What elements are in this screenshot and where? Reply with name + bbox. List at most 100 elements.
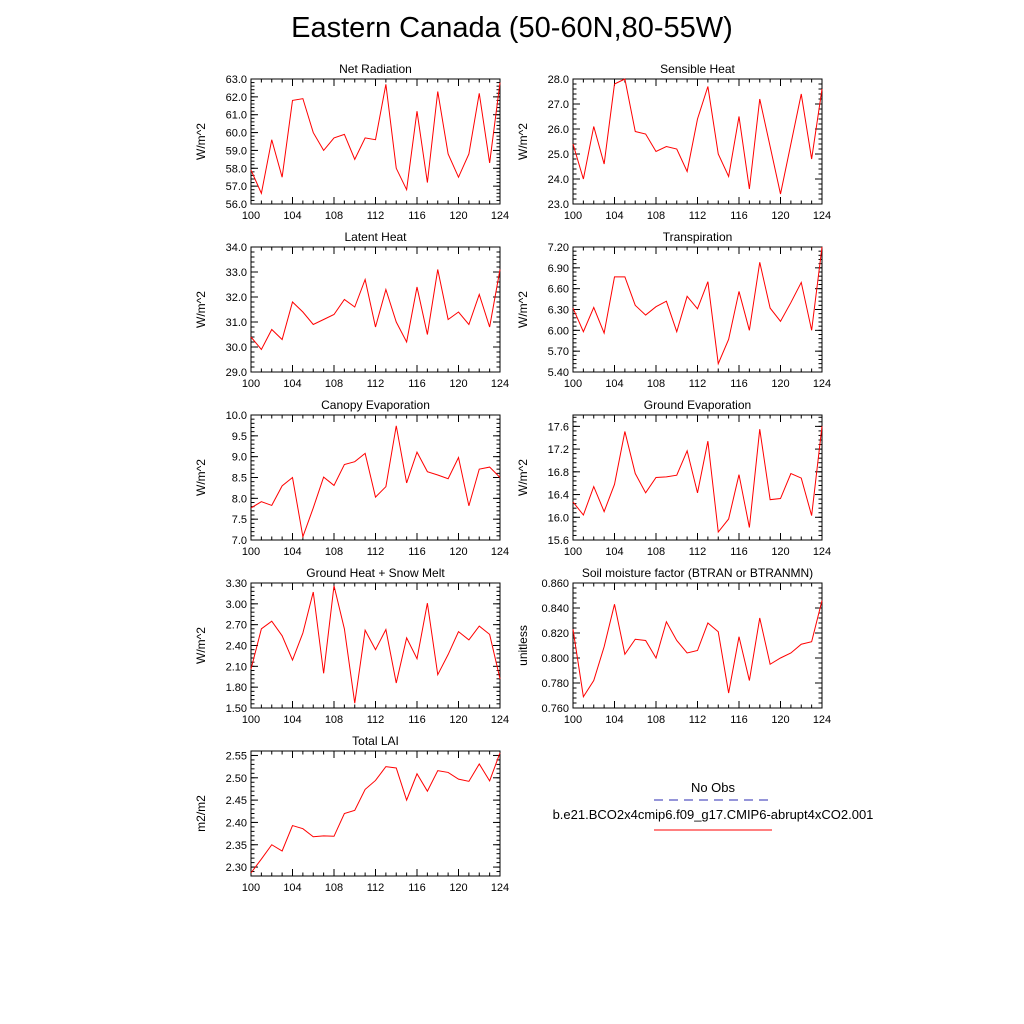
y-axis-label: W/m^2	[194, 459, 208, 496]
x-tick-label: 108	[325, 378, 343, 390]
x-tick-label: 108	[325, 546, 343, 558]
chart-panel-8: Soil moisture factor (BTRAN or BTRANMN) u…	[516, 566, 831, 726]
plot-frame	[250, 78, 501, 205]
x-tick-label: 124	[491, 714, 509, 726]
y-tick-label: 2.10	[226, 661, 247, 673]
y-tick-label: 60.0	[226, 128, 247, 140]
y-tick-label: 2.40	[226, 817, 247, 829]
chart-title: Sensible Heat	[660, 62, 735, 76]
plot-frame	[572, 582, 823, 709]
x-tick-label: 116	[408, 882, 426, 894]
y-tick-label: 30.0	[226, 342, 247, 354]
y-tick-label: 23.0	[548, 199, 569, 211]
x-tick-label: 104	[283, 714, 301, 726]
y-tick-label: 0.840	[541, 603, 569, 615]
y-tick-label: 57.0	[226, 181, 247, 193]
y-tick-label: 5.40	[548, 367, 569, 379]
y-tick-label: 56.0	[226, 199, 247, 211]
y-tick-label: 7.5	[232, 514, 247, 526]
series-line-1	[250, 269, 501, 351]
y-tick-label: 7.20	[548, 242, 569, 254]
series-line-1	[572, 246, 823, 366]
x-tick-label: 112	[689, 378, 707, 390]
x-tick-label: 112	[367, 546, 385, 558]
x-tick-label: 104	[605, 714, 623, 726]
y-tick-label: 2.40	[226, 641, 247, 653]
y-axis-label: W/m^2	[516, 291, 530, 328]
x-tick-label: 112	[689, 714, 707, 726]
x-tick-label: 124	[813, 546, 831, 558]
y-tick-label: 28.0	[548, 74, 569, 86]
x-tick-label: 120	[449, 378, 467, 390]
x-tick-label: 104	[605, 210, 623, 222]
chart-title: Total LAI	[352, 734, 399, 748]
y-tick-label: 16.8	[548, 467, 569, 479]
chart-title: Ground Evaporation	[644, 398, 751, 412]
chart-title: Canopy Evaporation	[321, 398, 430, 412]
x-tick-label: 120	[449, 210, 467, 222]
x-tick-label: 112	[367, 882, 385, 894]
y-tick-label: 8.5	[232, 473, 247, 485]
x-tick-label: 124	[813, 378, 831, 390]
x-tick-label: 100	[242, 714, 260, 726]
x-tick-label: 124	[813, 714, 831, 726]
y-tick-label: 9.0	[232, 452, 247, 464]
y-tick-label: 2.30	[226, 862, 247, 874]
y-tick-label: 2.70	[226, 620, 247, 632]
y-tick-label: 10.0	[226, 410, 247, 422]
y-tick-label: 7.0	[232, 535, 247, 547]
x-tick-label: 100	[242, 546, 260, 558]
x-tick-label: 124	[491, 210, 509, 222]
y-tick-label: 0.820	[541, 628, 569, 640]
y-tick-label: 9.5	[232, 431, 247, 443]
x-tick-label: 116	[730, 210, 748, 222]
x-tick-label: 108	[325, 714, 343, 726]
x-tick-label: 116	[730, 546, 748, 558]
x-tick-label: 108	[325, 882, 343, 894]
x-tick-label: 120	[449, 714, 467, 726]
y-tick-label: 61.0	[226, 110, 247, 122]
x-tick-label: 124	[491, 546, 509, 558]
x-tick-label: 116	[408, 546, 426, 558]
series-line-1	[572, 78, 823, 195]
y-tick-label: 63.0	[226, 74, 247, 86]
plot-frame	[250, 750, 501, 877]
y-tick-label: 6.00	[548, 325, 569, 337]
y-tick-label: 31.0	[226, 317, 247, 329]
x-tick-label: 120	[771, 210, 789, 222]
x-tick-label: 112	[689, 210, 707, 222]
x-tick-label: 120	[449, 546, 467, 558]
chart-panel-9: Total LAI m2/m2 100 104 108 112 116 120 124 2.30 2…	[194, 734, 509, 894]
y-tick-label: 0.800	[541, 653, 569, 665]
y-axis-label: W/m^2	[194, 123, 208, 160]
plot-frame	[250, 582, 501, 709]
x-tick-label: 108	[647, 378, 665, 390]
y-axis-label: unitless	[516, 625, 530, 666]
x-tick-label: 116	[730, 714, 748, 726]
x-tick-label: 120	[771, 378, 789, 390]
series-line-1	[250, 585, 501, 704]
chart-panel-7: Ground Heat + Snow Melt W/m^2 100 104 108 112…	[194, 566, 509, 726]
series-line-1	[572, 426, 823, 534]
x-tick-label: 124	[491, 378, 509, 390]
y-tick-label: 26.0	[548, 124, 569, 136]
y-tick-label: 17.2	[548, 444, 569, 456]
y-tick-label: 8.0	[232, 493, 247, 505]
x-tick-label: 108	[325, 210, 343, 222]
x-tick-label: 108	[647, 546, 665, 558]
y-tick-label: 32.0	[226, 292, 247, 304]
y-tick-label: 58.0	[226, 163, 247, 175]
plot-frame	[572, 414, 823, 541]
chart-panel-4: Transpiration W/m^2 100 104 108 112 116 120 124 5…	[516, 230, 831, 390]
x-tick-label: 100	[564, 714, 582, 726]
chart-panel-2: Sensible Heat W/m^2 100 104 108 112 116 120 124 2…	[516, 62, 831, 222]
chart-panel-3: Latent Heat W/m^2 100 104 108 112 116 120 124 29.…	[194, 230, 509, 390]
y-tick-label: 2.45	[226, 795, 247, 807]
y-tick-label: 15.6	[548, 535, 569, 547]
y-tick-label: 29.0	[226, 367, 247, 379]
x-tick-label: 120	[771, 546, 789, 558]
y-tick-label: 25.0	[548, 149, 569, 161]
x-tick-label: 104	[605, 546, 623, 558]
x-tick-label: 116	[408, 714, 426, 726]
chart-title: Net Radiation	[339, 62, 412, 76]
